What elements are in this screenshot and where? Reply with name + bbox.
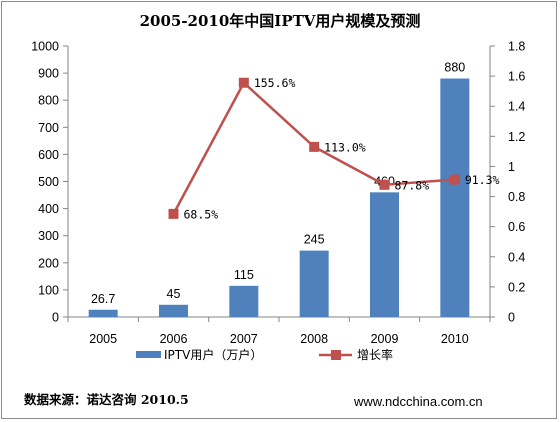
y-right-tick-label: 1 — [508, 160, 515, 174]
y-left-tick-label: 500 — [38, 175, 59, 189]
legend-bar-swatch — [136, 351, 161, 358]
legend-line-label: 增长率 — [357, 347, 393, 362]
growth-rate-marker — [379, 179, 390, 190]
bar — [88, 309, 118, 317]
y-right-tick-label: 1.8 — [508, 40, 525, 54]
y-left-tick-label: 900 — [38, 67, 59, 81]
legend-line-marker — [331, 350, 341, 360]
bar-data-label: 45 — [167, 287, 181, 301]
y-right-tick-label: 0.2 — [508, 280, 525, 294]
plot-area: 0 100 200 300 400 500 600 700 800 900 1000 0 0.2 0.4 0… — [31, 40, 525, 347]
bar — [299, 250, 329, 317]
growth-rate-marker — [309, 141, 320, 152]
y-left-tick-label: 1000 — [31, 40, 59, 54]
y-right-tick-label: 1.2 — [508, 130, 525, 144]
y-left-tick-label: 100 — [38, 283, 59, 297]
website-url: www.ndcchina.com.cn — [353, 394, 483, 409]
y-right-tick-label: 0.8 — [508, 190, 525, 204]
y-left-tick-label: 800 — [38, 94, 59, 108]
bar — [440, 78, 470, 318]
x-tick-label: 2008 — [300, 332, 328, 346]
growth-rate-label: 113.0% — [324, 140, 366, 154]
growth-rate-label: 91.3% — [465, 173, 500, 187]
bar — [229, 285, 259, 317]
x-tick-label: 2009 — [371, 332, 399, 346]
bar-data-label: 115 — [234, 268, 254, 282]
chart-title: 2005-2010年中国IPTV用户规模及预测 — [140, 12, 421, 30]
bar-data-label: 880 — [444, 61, 465, 75]
bar — [159, 304, 188, 317]
y-left-tick-label: 600 — [38, 148, 59, 162]
y-right-tick-label: 0 — [508, 311, 515, 325]
growth-rate-marker — [168, 208, 179, 219]
y-right-tick-label: 1.4 — [508, 100, 525, 114]
y-left-tick-label: 700 — [38, 121, 59, 135]
legend-bar-label: IPTV用户（万户） — [164, 347, 262, 362]
growth-rate-label: 155.6% — [254, 76, 296, 90]
x-tick-label: 2006 — [160, 332, 188, 346]
y-right-tick-label: 1.6 — [508, 70, 525, 84]
legend: IPTV用户（万户） 增长率 — [136, 347, 393, 362]
bar-data-label: 26.7 — [91, 292, 115, 306]
growth-rate-label: 87.8% — [395, 178, 430, 192]
y-left-tick-label: 300 — [38, 229, 59, 243]
y-left-tick-label: 200 — [38, 256, 59, 270]
data-source: 数据来源：诺达咨询 2010.5 — [23, 392, 189, 407]
x-tick-label: 2005 — [89, 332, 117, 346]
y-right-tick-label: 0.6 — [508, 220, 525, 234]
x-tick-label: 2010 — [441, 332, 469, 346]
growth-rate-label: 68.5% — [184, 207, 219, 221]
growth-rate-marker — [238, 77, 249, 88]
y-right-tick-label: 0.4 — [508, 250, 525, 264]
y-left-tick-label: 400 — [38, 202, 59, 216]
bar — [370, 192, 399, 317]
x-tick-label: 2007 — [230, 332, 258, 346]
growth-rate-marker — [449, 174, 460, 185]
y-left-tick-label: 0 — [52, 311, 59, 325]
bar-data-label: 245 — [304, 233, 325, 247]
